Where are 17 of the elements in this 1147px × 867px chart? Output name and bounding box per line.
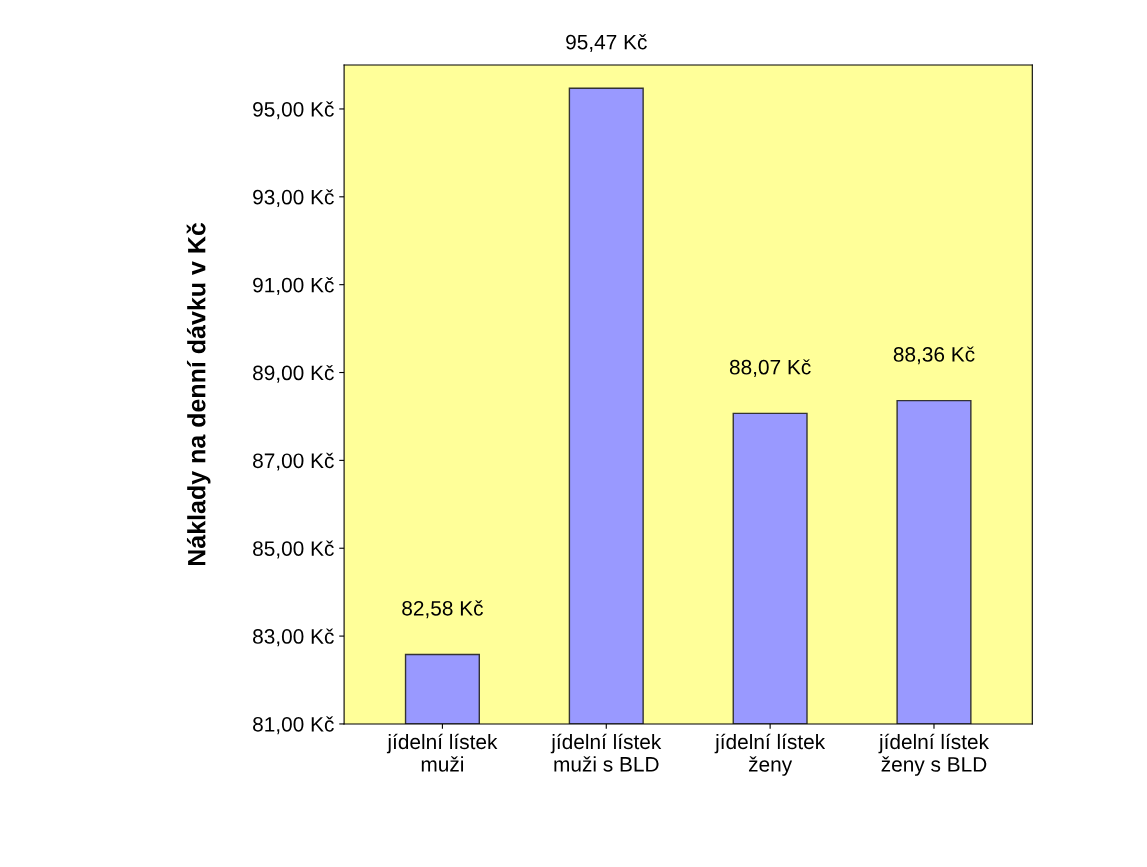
x-tick-label: jídelní lístek muži s BLD	[550, 733, 662, 772]
x-tick-label: jídelní lístek ženy s BLD	[878, 733, 990, 776]
y-tick-label: 93,00 Kč	[253, 189, 334, 208]
y-tick-label: 83,00 Kč	[253, 628, 334, 647]
y-tick-label: 95,00 Kč	[253, 101, 334, 120]
data-label: 82,58 Kč	[402, 600, 483, 619]
y-axis-title: Náklady na denní dávku v Kč	[186, 222, 211, 566]
x-tick-label: jídelní lístek muži	[386, 733, 498, 772]
y-tick-label: 91,00 Kč	[253, 277, 334, 295]
x-tick-label: jídelní lístek ženy	[714, 733, 826, 776]
y-tick-label: 87,00 Kč	[253, 452, 334, 471]
y-tick-label: 85,00 Kč	[253, 540, 334, 559]
data-label: 88,07 Kč	[729, 359, 811, 377]
data-label: 88,36 Kč	[893, 346, 975, 365]
y-tick-label: 81,00 Kč	[253, 716, 334, 735]
y-tick-label: 89,00 Kč	[253, 364, 334, 383]
data-label: 95,47 Kč	[566, 34, 647, 52]
